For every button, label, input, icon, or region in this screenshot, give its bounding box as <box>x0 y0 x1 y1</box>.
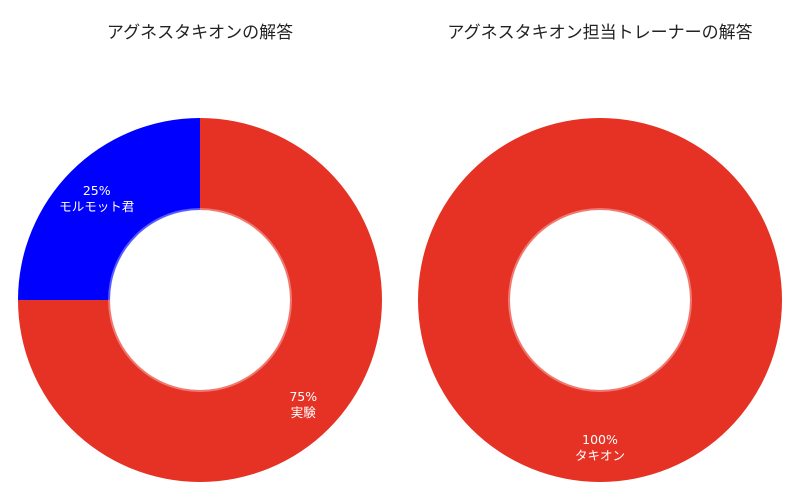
chart-title-right: アグネスタキオン担当トレーナーの解答 <box>447 23 753 43</box>
slice-percent-1-0: 100% <box>582 432 618 447</box>
chart-title-left: アグネスタキオンの解答 <box>106 23 294 43</box>
donut-hole-0 <box>110 210 290 390</box>
slice-percent-0-0: 75% <box>289 389 317 404</box>
slice-label-0-0: 実験 <box>291 405 317 420</box>
donut-hole-1 <box>510 210 690 390</box>
slice-label-0-1: モルモット君 <box>59 199 134 214</box>
slice-percent-0-1: 25% <box>83 183 111 198</box>
slice-label-1-0: タキオン <box>575 448 625 463</box>
